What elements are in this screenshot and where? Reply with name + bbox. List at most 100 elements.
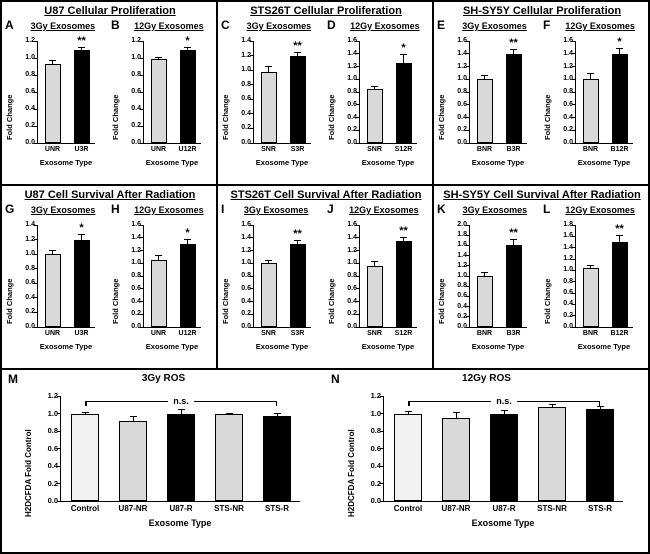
ns-label: n.s. — [491, 396, 517, 406]
error-cap — [177, 409, 185, 410]
plot-area: 0.0 0.2 0.4 0.6 0.8 1.0 1.2 1.4 1.6 SNR S3R ** — [241, 221, 311, 337]
y-tick-label: 0.4 — [131, 297, 141, 305]
bar-U12R — [179, 50, 196, 143]
x-category-label: SNR — [261, 146, 276, 153]
chart-k: Fold Change 0.0 0.2 0.4 0.6 0.8 1.0 1.2 1.4 1.6 1.… — [436, 218, 542, 358]
x-axis-title: Exosome Type — [577, 158, 631, 167]
panel-letter: N — [331, 372, 340, 386]
y-tick-label: 1.2 — [563, 62, 573, 70]
error-cap — [155, 57, 162, 58]
panel-letter: I — [221, 202, 225, 216]
y-tick-label: 0.0 — [25, 139, 35, 146]
y-tick-label: 0.8 — [241, 272, 251, 279]
panel-letter: D — [327, 18, 336, 32]
x-axis-title: Exosome Type — [471, 518, 535, 528]
chart-main: 0.0 0.2 0.4 0.6 0.8 1.0 1.2 UNR U12R * Exosome Typ… — [121, 34, 205, 174]
bar-STS-R — [263, 416, 291, 501]
y-axis-label: Fold Change — [543, 278, 552, 324]
y-tick-label: 1.2 — [347, 246, 357, 254]
bar-STS-R — [586, 409, 614, 501]
plot-area: 0.0 0.2 0.4 0.6 0.8 1.0 1.2 1.4 1.6 BNR B12R * — [563, 36, 633, 153]
y-tick — [572, 66, 576, 67]
panel-subtitle: 12Gy Exosomes — [134, 21, 204, 31]
y-tick — [57, 500, 61, 502]
y-tick-label: 0.6 — [563, 100, 573, 108]
error-cap — [452, 411, 460, 413]
panel-letter: C — [221, 18, 230, 32]
y-tick-label: 0.0 — [457, 139, 467, 146]
y-tick — [250, 142, 254, 144]
y-tick — [250, 250, 254, 251]
error-cap — [129, 416, 137, 417]
y-tick — [356, 326, 360, 328]
error-cap — [400, 236, 407, 238]
y-tick-label: 0.4 — [370, 461, 381, 470]
x-category-label: UNR — [150, 146, 167, 153]
significance-label: * — [617, 35, 622, 48]
y-tick-label: 0.4 — [47, 461, 58, 470]
x-category-label: BNR — [582, 330, 599, 337]
y-tick — [466, 40, 470, 42]
y-tick — [466, 66, 470, 67]
y-tick-label: 0.2 — [131, 310, 141, 318]
y-tick — [466, 224, 470, 226]
x-category-label: UNR — [150, 330, 167, 337]
y-tick-label: 1.0 — [563, 266, 573, 274]
ros-row: M 3Gy ROS H2DCFDA Fold Control 0.0 0.2 0.4 0… — [2, 370, 648, 552]
y-tick — [572, 269, 576, 271]
panel-header: D 12Gy Exosomes — [326, 19, 432, 34]
plot-area: 0.0 0.2 0.4 0.6 0.8 1.0 1.2 Control U87-NR U87-R S… — [371, 392, 623, 513]
y-tick — [34, 282, 38, 284]
error-bar — [374, 261, 375, 267]
significance-label: ** — [293, 39, 302, 52]
x-category-label: STS-NR — [537, 504, 567, 513]
panel-subtitle: 12Gy Exosomes — [349, 205, 419, 215]
y-tick — [356, 40, 360, 42]
y-tick — [34, 253, 38, 255]
error-bar — [403, 237, 404, 241]
y-tick-label: 1.2 — [241, 246, 251, 254]
error-cap — [265, 260, 272, 262]
y-tick — [356, 91, 360, 93]
chart-main: 0.0 0.2 0.4 0.6 0.8 1.0 1.2 1.4 1.6 SNR S12R ** Exos… — [337, 218, 421, 358]
y-tick-label: 0.0 — [241, 323, 251, 330]
y-tick — [57, 448, 61, 449]
y-tick-label: 0.4 — [25, 293, 35, 301]
y-tick — [140, 91, 144, 93]
y-tick — [356, 104, 360, 106]
y-tick — [572, 258, 576, 260]
y-tick — [572, 292, 576, 294]
y-tick-label: 0.8 — [563, 88, 573, 95]
panel-subtitle: 3Gy Exosomes — [30, 205, 96, 215]
group-title: U87 Cell Survival After Radiation — [24, 189, 196, 201]
error-bar — [590, 74, 591, 80]
y-tick-label: 2.0 — [457, 221, 467, 228]
y-tick-label: 0.6 — [25, 88, 35, 95]
y-tick — [34, 108, 38, 110]
y-tick — [572, 247, 576, 249]
y-tick-label: 1.6 — [241, 221, 251, 228]
y-tick-label: 1.0 — [131, 54, 141, 61]
chart-main: 0.0 0.2 0.4 0.6 0.8 1.0 1.2 1.4 1.6 BNR B3R ** Exoso… — [447, 34, 531, 174]
group-u87-proliferation: U87 Cellular Proliferation A 3Gy Exosome… — [2, 2, 218, 184]
y-tick — [466, 255, 470, 257]
x-category-label: U12R — [178, 330, 197, 337]
x-category-label: SNR — [367, 146, 382, 153]
bar-STS-NR — [538, 406, 566, 501]
group-title: U87 Cellular Proliferation — [44, 5, 176, 17]
y-tick — [356, 275, 360, 277]
y-tick-label: 0.8 — [47, 426, 58, 435]
y-tick-label: 1.2 — [370, 391, 381, 400]
plot-area: 0.0 0.2 0.4 0.6 0.8 1.0 1.2 1.4 1.6 SNR S12R * — [347, 37, 417, 153]
chart-main: 0.0 0.2 0.4 0.6 0.8 1.0 1.2 1.4 1.6 1.8 BNR B12R ** E… — [553, 218, 637, 358]
y-tick-label: 1.4 — [563, 49, 573, 57]
plot-area: 0.0 0.2 0.4 0.6 0.8 1.0 1.2 1.4 1.6 SNR S12R ** — [347, 221, 417, 337]
chart-main: 0.0 0.2 0.4 0.6 0.8 1.0 1.2 1.4 SNR S3R ** Exosome … — [231, 34, 315, 174]
bar-BNR — [476, 276, 493, 327]
error-cap — [184, 46, 191, 48]
y-tick-label: 1.4 — [457, 251, 467, 259]
plot-area: 0.0 0.2 0.4 0.6 0.8 1.0 1.2 1.4 SNR S3R ** — [241, 37, 311, 153]
y-tick — [34, 311, 38, 313]
y-tick — [380, 500, 384, 502]
